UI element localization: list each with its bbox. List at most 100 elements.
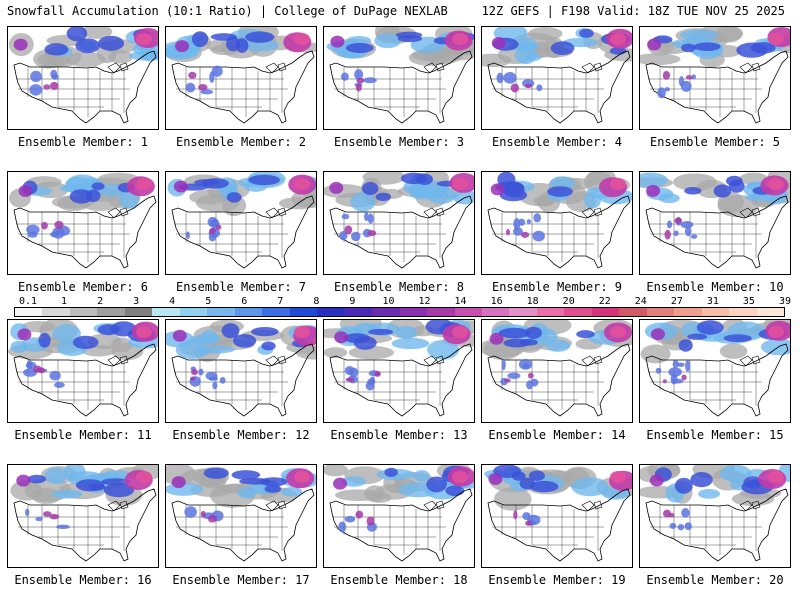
colorbar-swatch bbox=[674, 308, 702, 316]
snowfall-map bbox=[166, 465, 316, 562]
colorbar-swatch bbox=[15, 308, 43, 316]
snowfall-map-panel bbox=[7, 319, 159, 423]
snowfall-map-panel bbox=[165, 171, 317, 275]
snowfall-map-panel bbox=[323, 26, 475, 130]
member-caption: Ensemble Member: 13 bbox=[330, 428, 468, 442]
snowfall-map bbox=[8, 27, 158, 124]
snowfall-map-panel bbox=[165, 319, 317, 423]
colorbar-swatch bbox=[344, 308, 373, 316]
member-caption: Ensemble Member: 10 bbox=[646, 280, 784, 294]
snowfall-map bbox=[324, 320, 474, 417]
member-caption: Ensemble Member: 2 bbox=[175, 135, 307, 149]
colorbar-swatch bbox=[179, 308, 208, 316]
member-caption: Ensemble Member: 16 bbox=[14, 573, 152, 587]
colorbar-swatch bbox=[207, 308, 235, 316]
colorbar-swatch bbox=[756, 308, 785, 316]
colorbar-tick-label: 24 bbox=[634, 296, 647, 307]
snowfall-map bbox=[324, 172, 474, 269]
colorbar-tick-label: 39 bbox=[778, 296, 792, 307]
member-caption: Ensemble Member: 9 bbox=[491, 280, 623, 294]
colorbar-swatch bbox=[234, 308, 263, 316]
snowfall-map bbox=[166, 27, 316, 124]
member-caption: Ensemble Member: 15 bbox=[646, 428, 784, 442]
run-info: 12Z GEFS | F198 Valid: 18Z TUE NOV 25 20… bbox=[481, 4, 785, 18]
colorbar-labels: 0.1 1 2 3 4 5 6 7 8 9 10 12 14 16 18 20 22 24 27 31 35 39 bbox=[14, 296, 791, 307]
snowfall-map-panel bbox=[481, 26, 633, 130]
colorbar bbox=[14, 307, 785, 317]
colorbar-swatch bbox=[317, 308, 345, 316]
snowfall-map-panel bbox=[323, 464, 475, 568]
snowfall-map bbox=[640, 320, 790, 417]
colorbar-swatch bbox=[124, 308, 153, 316]
member-caption: Ensemble Member: 4 bbox=[491, 135, 623, 149]
snowfall-map bbox=[326, 27, 474, 124]
colorbar-swatch bbox=[591, 308, 620, 316]
colorbar-swatch bbox=[399, 308, 428, 316]
colorbar-swatch bbox=[262, 308, 290, 316]
snowfall-map bbox=[640, 27, 790, 124]
colorbar-swatch bbox=[701, 308, 730, 316]
snowfall-map bbox=[640, 172, 790, 269]
colorbar-tick-label: 8 bbox=[313, 296, 320, 307]
colorbar-tick-label: 3 bbox=[133, 296, 140, 307]
colorbar-tick-label: 16 bbox=[490, 296, 503, 307]
colorbar-tick-label: 18 bbox=[526, 296, 539, 307]
colorbar-swatch bbox=[372, 308, 400, 316]
snowfall-map-panel bbox=[481, 171, 633, 275]
snowfall-map-panel bbox=[7, 26, 159, 130]
member-caption: Ensemble Member: 7 bbox=[175, 280, 307, 294]
colorbar-swatch bbox=[69, 308, 98, 316]
colorbar-tick-label: 35 bbox=[742, 296, 755, 307]
member-caption: Ensemble Member: 11 bbox=[14, 428, 152, 442]
colorbar-swatch bbox=[729, 308, 757, 316]
snowfall-map bbox=[10, 465, 158, 562]
colorbar-tick-label: 14 bbox=[454, 296, 467, 307]
colorbar-swatch bbox=[289, 308, 318, 316]
snowfall-map bbox=[484, 465, 632, 562]
snowfall-map bbox=[482, 27, 632, 124]
member-caption: Ensemble Member: 20 bbox=[646, 573, 784, 587]
member-caption: Ensemble Member: 6 bbox=[17, 280, 149, 294]
colorbar-swatch bbox=[536, 308, 565, 316]
colorbar-tick-label: 5 bbox=[205, 296, 212, 307]
colorbar-tick-label: 0.1 bbox=[18, 296, 38, 307]
colorbar-tick-label: 4 bbox=[169, 296, 176, 307]
member-caption: Ensemble Member: 19 bbox=[488, 573, 626, 587]
member-caption: Ensemble Member: 12 bbox=[172, 428, 310, 442]
colorbar-tick-label: 2 bbox=[97, 296, 104, 307]
snowfall-map-panel bbox=[639, 171, 791, 275]
colorbar-swatch bbox=[97, 308, 125, 316]
member-caption: Ensemble Member: 8 bbox=[333, 280, 465, 294]
snowfall-map-panel bbox=[323, 171, 475, 275]
colorbar-tick-label: 7 bbox=[277, 296, 284, 307]
colorbar-tick-label: 27 bbox=[670, 296, 683, 307]
snowfall-map-panel bbox=[481, 319, 633, 423]
snowfall-map bbox=[487, 172, 632, 269]
colorbar-swatch bbox=[564, 308, 592, 316]
colorbar-swatch bbox=[454, 308, 482, 316]
colorbar-tick-label: 22 bbox=[598, 296, 611, 307]
snowfall-map bbox=[167, 172, 316, 269]
snowfall-map bbox=[9, 172, 157, 269]
snowfall-map-panel bbox=[7, 171, 159, 275]
colorbar-swatch bbox=[42, 308, 70, 316]
member-caption: Ensemble Member: 3 bbox=[333, 135, 465, 149]
colorbar-tick-label: 12 bbox=[418, 296, 431, 307]
snowfall-map bbox=[8, 320, 158, 417]
colorbar-swatch bbox=[509, 308, 537, 316]
snowfall-map-panel bbox=[639, 464, 791, 568]
snowfall-map-panel bbox=[323, 319, 475, 423]
member-caption: Ensemble Member: 5 bbox=[649, 135, 781, 149]
colorbar-swatch bbox=[619, 308, 647, 316]
member-caption: Ensemble Member: 18 bbox=[330, 573, 468, 587]
snowfall-map-panel bbox=[481, 464, 633, 568]
snowfall-map bbox=[640, 465, 790, 562]
member-caption: Ensemble Member: 17 bbox=[172, 573, 310, 587]
snowfall-map-panel bbox=[639, 319, 791, 423]
colorbar-tick-label: 9 bbox=[349, 296, 356, 307]
colorbar-swatch bbox=[152, 308, 180, 316]
colorbar-tick-label: 10 bbox=[382, 296, 395, 307]
page-title: Snowfall Accumulation (10:1 Ratio) | Col… bbox=[7, 4, 448, 18]
member-caption: Ensemble Member: 14 bbox=[488, 428, 626, 442]
colorbar-swatch bbox=[646, 308, 675, 316]
